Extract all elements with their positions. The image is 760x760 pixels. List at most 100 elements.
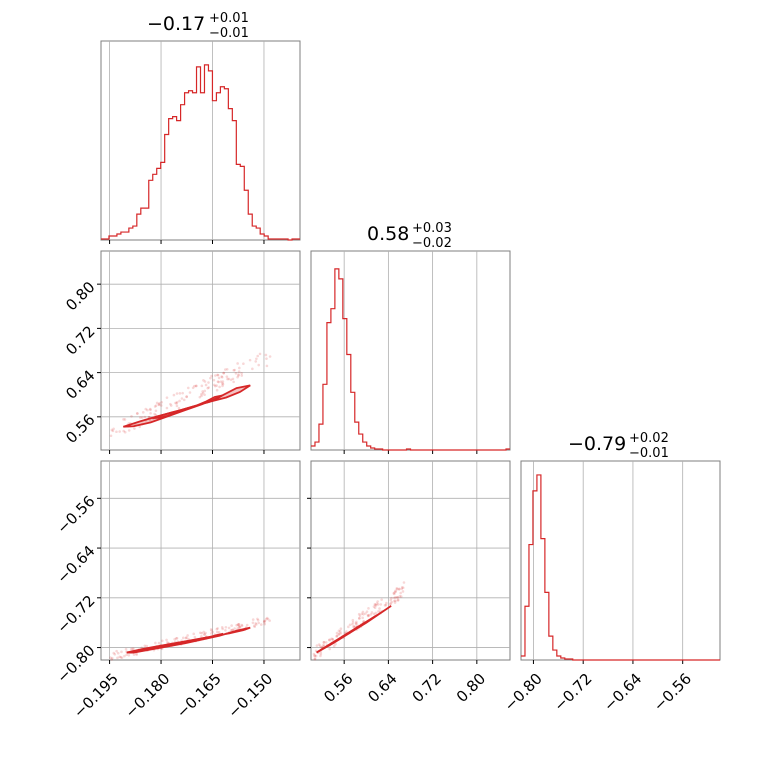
sample-point <box>138 425 141 429</box>
x-tick-label-0-2: −0.165 <box>173 670 225 722</box>
sample-point <box>220 626 224 629</box>
sample-point <box>390 600 394 604</box>
sample-point <box>263 619 266 623</box>
sample-point <box>193 384 196 388</box>
sample-point <box>399 591 402 595</box>
y-tick-label-2-2: −0.64 <box>53 542 98 587</box>
sample-point <box>313 657 317 661</box>
sample-point <box>132 647 135 651</box>
sample-point <box>362 612 365 616</box>
sample-point <box>266 617 270 621</box>
sample-point <box>138 416 142 419</box>
sample-point <box>211 630 215 634</box>
sample-point <box>268 619 271 622</box>
sample-point <box>394 599 397 603</box>
sample-point <box>178 399 181 403</box>
sample-point <box>401 590 405 593</box>
sample-point <box>378 607 381 610</box>
sample-point <box>224 625 228 629</box>
sample-point <box>263 622 267 626</box>
sample-point <box>201 390 204 393</box>
sample-point <box>203 389 207 393</box>
sample-point <box>265 616 269 620</box>
sample-point <box>383 604 387 607</box>
sample-point <box>373 606 377 609</box>
sample-point <box>175 402 178 405</box>
hist-panel-2 <box>520 460 721 664</box>
title-2-median: −0.79 <box>568 433 626 455</box>
sample-point <box>355 622 358 625</box>
sample-point <box>352 625 356 629</box>
sample-point <box>394 590 398 594</box>
sample-point <box>389 598 392 602</box>
sample-point <box>112 651 116 655</box>
sample-point <box>109 434 113 438</box>
sample-point <box>178 392 182 395</box>
sample-point <box>374 604 378 607</box>
y-tick-label-1-1: 0.64 <box>62 366 98 402</box>
sample-point <box>214 374 217 377</box>
sample-point <box>203 393 206 397</box>
sample-point <box>257 363 261 367</box>
sample-point <box>123 430 127 434</box>
sample-point <box>116 656 119 660</box>
sample-point <box>374 603 377 607</box>
sample-point <box>175 636 179 640</box>
sample-point <box>237 624 241 628</box>
sample-point <box>322 640 326 644</box>
panels <box>97 40 721 664</box>
sample-point <box>185 636 188 639</box>
sample-point <box>160 404 163 407</box>
sample-point <box>339 627 343 630</box>
sample-point <box>235 623 238 627</box>
hist-panel-1-frame <box>310 250 511 451</box>
sample-point <box>385 601 388 605</box>
sample-point <box>335 634 339 638</box>
sample-point <box>377 610 380 613</box>
sample-point <box>257 621 261 625</box>
sample-point <box>396 596 400 599</box>
sample-point <box>149 411 152 415</box>
sample-point <box>396 599 400 602</box>
sample-point <box>186 386 190 390</box>
sample-point <box>154 409 158 413</box>
sample-point <box>231 377 235 381</box>
sample-point <box>347 625 350 629</box>
sample-point <box>319 654 322 658</box>
sample-point <box>215 627 219 631</box>
sample-point <box>355 620 358 624</box>
sample-point <box>229 378 233 382</box>
sample-point <box>402 581 406 584</box>
sample-point <box>222 371 226 375</box>
sample-point <box>110 658 114 661</box>
sample-point <box>365 610 369 613</box>
sample-point <box>201 391 205 395</box>
sample-point <box>220 375 223 378</box>
sample-point <box>234 372 238 375</box>
sample-point <box>157 403 161 406</box>
sample-point <box>240 372 243 375</box>
sample-point <box>221 384 224 388</box>
sample-point <box>259 623 263 626</box>
sample-point <box>358 617 361 620</box>
sample-point <box>213 384 217 388</box>
sample-point <box>145 644 149 648</box>
sample-point <box>338 629 342 633</box>
sample-point <box>313 657 317 660</box>
sample-point <box>233 627 236 630</box>
sample-point <box>166 640 169 644</box>
sample-point <box>236 623 240 627</box>
sample-point <box>215 388 219 392</box>
sample-point <box>200 394 203 398</box>
sample-point <box>212 383 216 387</box>
sample-point <box>390 596 393 600</box>
sample-point <box>313 654 317 657</box>
sample-point <box>195 384 198 388</box>
sample-point <box>242 362 245 366</box>
sample-point <box>376 600 379 603</box>
sample-point <box>206 386 210 390</box>
sample-point <box>221 627 224 631</box>
sample-point <box>328 647 331 651</box>
sample-point <box>236 627 239 630</box>
title-2-plus: +0.02 <box>629 431 669 446</box>
